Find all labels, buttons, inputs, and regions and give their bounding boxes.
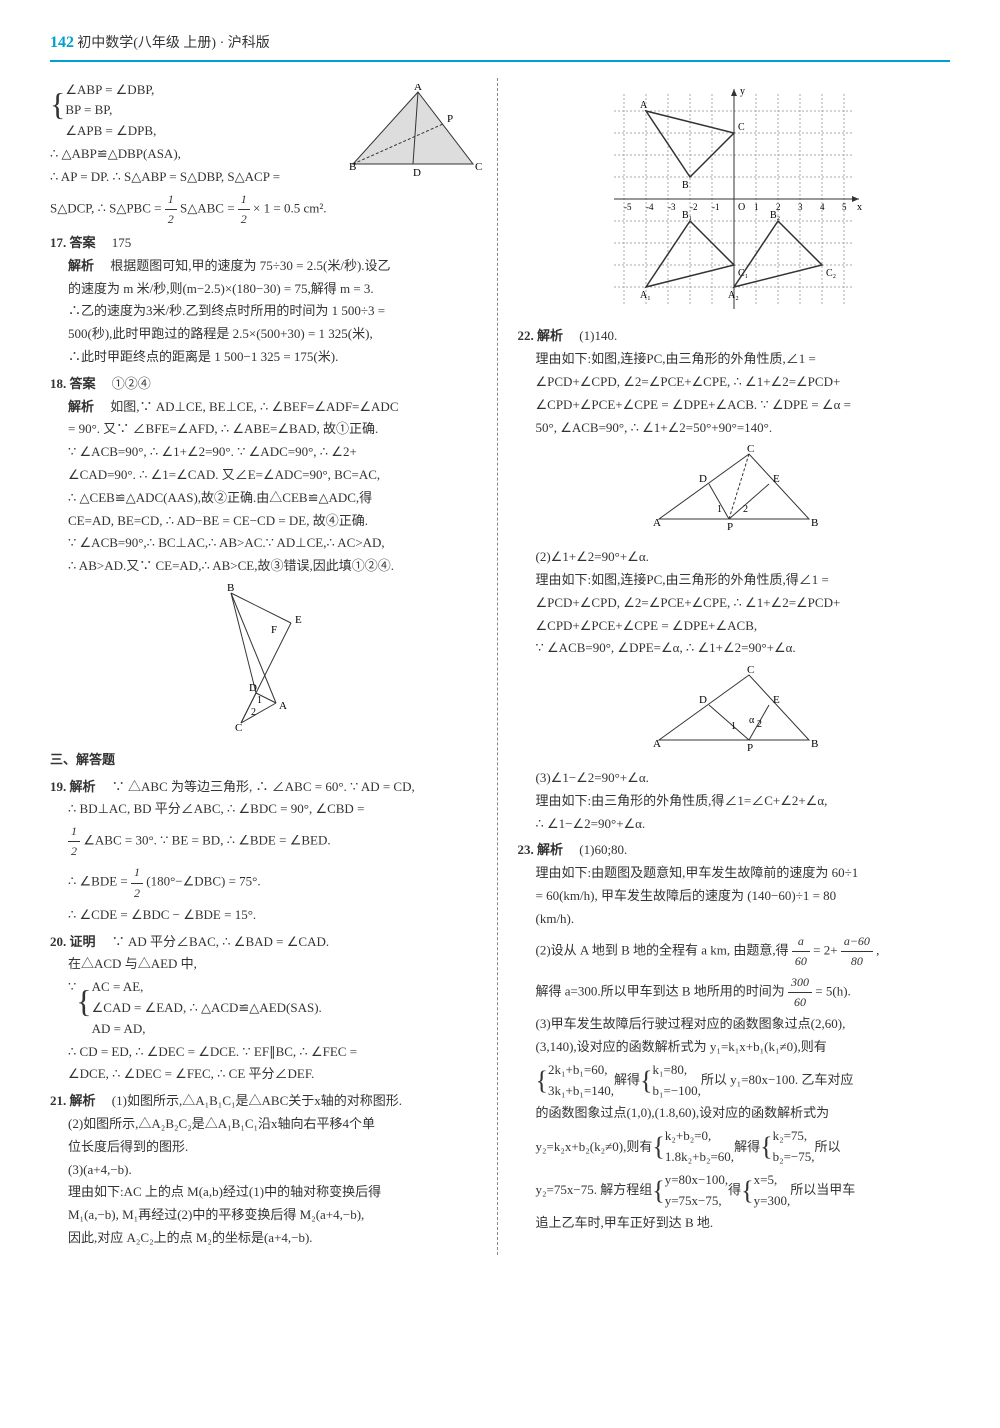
svg-text:3: 3 [798, 202, 803, 212]
question-22: 22. 解析 (1)140. 理由如下:如图,连接PC,由三角形的外角性质,∠1… [518, 326, 951, 834]
svg-text:-3: -3 [668, 202, 676, 212]
svg-text:B: B [811, 738, 818, 750]
svg-text:P: P [447, 113, 453, 125]
triangle-figure-4: A C B D E P 1 2 α [518, 665, 951, 762]
svg-text:D: D [699, 473, 707, 485]
q23-l8: { 2k₁+b₁=60,3k₁+b₁=140, 解得 { k₁=80,b₁=−1… [518, 1060, 951, 1102]
svg-text:A: A [414, 84, 422, 93]
svg-text:2: 2 [743, 504, 748, 515]
svg-text:A: A [653, 738, 661, 750]
svg-text:F: F [271, 624, 277, 636]
question-18: 18. 答案 ①②④ 解析 如图,∵ AD⊥CE, BE⊥CE, ∴ ∠BEF=… [50, 374, 483, 740]
svg-text:D: D [249, 682, 257, 694]
left-column: { ∠ABP = ∠DBP, BP = BP, ∠APB = ∠DPB, ∴ △… [50, 78, 498, 1255]
svg-text:1: 1 [754, 202, 759, 212]
page-header: 142 初中数学(八年级 上册) · 沪科版 [50, 30, 950, 62]
svg-text:-1: -1 [712, 202, 720, 212]
question-17: 17. 答案 175 解析 根据题图可知,甲的速度为 75÷30 = 2.5(米… [50, 233, 483, 368]
q16-l2: BP = BP, [65, 102, 112, 117]
svg-text:x: x [857, 202, 862, 213]
svg-text:C: C [738, 122, 745, 133]
svg-text:-4: -4 [646, 202, 654, 212]
svg-text:C: C [747, 444, 754, 455]
svg-text:2: 2 [776, 202, 781, 212]
q16-l3: ∠APB = ∠DPB, [65, 123, 156, 138]
coordinate-grid-figure: O x y A C B A₁ B₁ C₁ A₂ B₂ C₂ -5-4 -3-2 … [518, 84, 951, 321]
q16-l5: ∴ AP = DP. ∴ S△ABP = S△DBP, S△ACP = [50, 167, 335, 188]
question-23: 23. 解析 (1)60;80. 理由如下:由题图及题意知,甲车发生故障前的速度… [518, 840, 951, 1234]
header-title: 初中数学(八年级 上册) · 沪科版 [77, 36, 270, 51]
svg-text:P: P [727, 521, 733, 533]
q16-l6: S△DCP, ∴ S△PBC = 12 S△ABC = 12 × 1 = 0.5… [50, 190, 335, 229]
svg-text:4: 4 [820, 202, 825, 212]
svg-text:1: 1 [257, 695, 262, 706]
right-column: O x y A C B A₁ B₁ C₁ A₂ B₂ C₂ -5-4 -3-2 … [518, 78, 951, 1255]
svg-text:A: A [279, 700, 287, 712]
q16-l1: ∠ABP = ∠DBP, [65, 82, 154, 97]
svg-text:A₁: A₁ [640, 290, 651, 301]
q16-l4: ∴ △ABP≌△DBP(ASA), [50, 144, 335, 165]
svg-text:C: C [747, 665, 754, 676]
svg-text:C: C [475, 161, 482, 173]
svg-text:C: C [235, 722, 242, 733]
q20-brace: ∵{ AC = AE, ∠CAD = ∠EAD, ∴ △ACD≌△AED(SAS… [50, 977, 483, 1039]
svg-text:D: D [413, 167, 421, 179]
svg-text:2: 2 [757, 719, 762, 730]
svg-text:B: B [227, 583, 234, 594]
svg-text:-2: -2 [690, 202, 698, 212]
svg-text:O: O [738, 202, 745, 213]
question-20: 20. 证明 ∵ AD 平分∠BAC, ∴ ∠BAD = ∠CAD. 在△ACD… [50, 932, 483, 1086]
svg-text:-5: -5 [624, 202, 632, 212]
page-number: 142 [50, 34, 74, 51]
svg-text:C₁: C₁ [738, 268, 748, 279]
svg-text:C₂: C₂ [826, 268, 836, 279]
svg-text:E: E [773, 694, 780, 706]
question-21: 21. 解析 (1)如图所示,△A₁B₁C₁是△ABC关于x轴的对称图形. (2… [50, 1091, 483, 1249]
svg-text:A: A [640, 100, 648, 111]
q23-l11: y₂=75x−75. 解方程组 { y=80x−100,y=75x−75, 得 … [518, 1170, 951, 1212]
svg-text:B: B [811, 517, 818, 529]
q23-l10: y₂=k₂x+b₂(k₂≠0),则有 { k₂+b₂=0,1.8k₂+b₂=60… [518, 1126, 951, 1168]
section-3-title: 三、解答题 [50, 750, 483, 771]
svg-text:B: B [682, 180, 689, 191]
triangle-figure-1: A B C D P [343, 84, 483, 191]
svg-text:P: P [747, 742, 753, 754]
q19-l4: ∴ ∠BDE = 12 (180°−∠DBC) = 75°. [50, 863, 483, 902]
question-19: 19. 解析 ∵ △ABC 为等边三角形, ∴ ∠ABC = 60°. ∵ AD… [50, 777, 483, 926]
svg-text:B: B [349, 161, 356, 173]
svg-text:A₂: A₂ [728, 290, 739, 301]
svg-text:E: E [295, 614, 302, 626]
svg-text:y: y [740, 86, 745, 97]
triangle-figure-3: A C B D E P 1 2 [518, 444, 951, 541]
content-columns: { ∠ABP = ∠DBP, BP = BP, ∠APB = ∠DPB, ∴ △… [50, 78, 950, 1255]
svg-text:E: E [773, 473, 780, 485]
svg-text:5: 5 [842, 202, 847, 212]
q16-brace: { ∠ABP = ∠DBP, BP = BP, ∠APB = ∠DPB, [50, 80, 335, 142]
q23-l4: (2)设从 A 地到 B 地的全程有 a km, 由题意,得 a60 = 2+ … [518, 932, 951, 971]
svg-text:A: A [653, 517, 661, 529]
svg-text:1: 1 [731, 721, 736, 732]
svg-text:α: α [749, 715, 755, 726]
svg-text:2: 2 [251, 707, 256, 718]
triangle-figure-2: B E F D A C 1 2 [50, 583, 483, 740]
q23-l5: 解得 a=300.所以甲车到达 B 地所用的时间为 30060 = 5(h). [518, 973, 951, 1012]
svg-text:1: 1 [717, 504, 722, 515]
svg-text:D: D [699, 694, 707, 706]
q19-l3: 12 ∠ABC = 30°. ∵ BE = BD, ∴ ∠BDE = ∠BED. [50, 822, 483, 861]
